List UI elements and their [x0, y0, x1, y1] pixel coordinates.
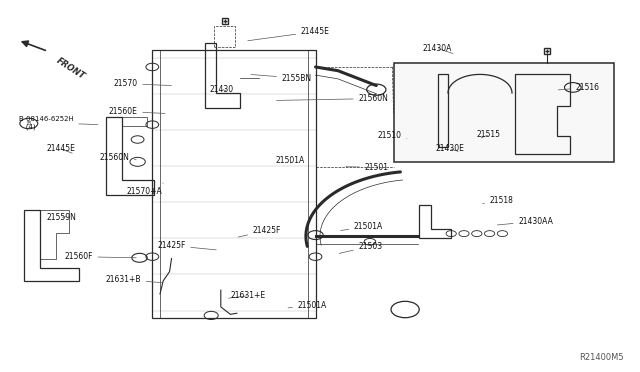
- Text: 21501A: 21501A: [340, 222, 383, 231]
- Text: 2155BN: 2155BN: [251, 74, 312, 83]
- Text: B: B: [27, 121, 31, 126]
- Text: 21445E: 21445E: [248, 27, 330, 41]
- Text: 21501: 21501: [346, 163, 388, 172]
- Text: 21501A: 21501A: [288, 301, 327, 310]
- Text: R21400M5: R21400M5: [579, 353, 624, 362]
- Text: 21570: 21570: [113, 79, 172, 88]
- Text: 21560N: 21560N: [276, 94, 388, 103]
- Text: 21445E: 21445E: [46, 144, 75, 153]
- Text: B 08146-6252H
   (4): B 08146-6252H (4): [19, 116, 98, 129]
- Text: 21560E: 21560E: [109, 107, 165, 116]
- Text: 21501A: 21501A: [275, 156, 305, 165]
- Text: 21425F: 21425F: [238, 226, 281, 237]
- Text: 21631+E: 21631+E: [228, 291, 266, 300]
- Text: 21510: 21510: [378, 131, 407, 140]
- Text: 21430A: 21430A: [422, 44, 453, 54]
- Text: 21631+B: 21631+B: [106, 275, 162, 284]
- Text: 21560F: 21560F: [64, 252, 136, 261]
- Text: 21570+A: 21570+A: [127, 183, 163, 196]
- Bar: [394, 63, 614, 162]
- Text: 21430E: 21430E: [435, 144, 464, 153]
- Bar: [152, 50, 316, 318]
- Text: 21560N: 21560N: [99, 153, 136, 162]
- Text: 21516: 21516: [558, 83, 600, 92]
- Text: 21430: 21430: [209, 85, 234, 94]
- Text: 21515: 21515: [477, 130, 501, 139]
- Text: FRONT: FRONT: [54, 57, 86, 81]
- Text: 21425F: 21425F: [157, 241, 216, 250]
- Bar: [214, 26, 235, 46]
- Text: 21559N: 21559N: [46, 213, 76, 222]
- Text: 21518: 21518: [483, 196, 513, 205]
- Text: 21430AA: 21430AA: [497, 217, 553, 226]
- Text: 21503: 21503: [339, 242, 383, 253]
